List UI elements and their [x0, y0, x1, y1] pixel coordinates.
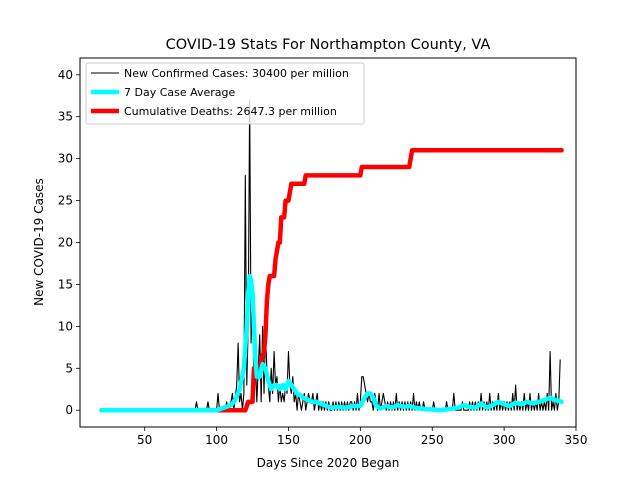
legend-box: [85, 62, 365, 125]
y-tick-label: 15: [58, 277, 73, 291]
legend: New Confirmed Cases: 30400 per million 7…: [85, 62, 365, 125]
legend-label-7day-average: 7 Day Case Average: [124, 86, 236, 99]
y-axis: 0 5 10 15 20 25 30 35 40: [58, 68, 80, 417]
x-tick-label: 100: [205, 433, 228, 447]
legend-label-cumulative-deaths: Cumulative Deaths: 2647.3 per million: [124, 105, 337, 118]
y-tick-label: 30: [58, 152, 73, 166]
y-tick-label: 25: [58, 194, 73, 208]
x-tick-label: 300: [493, 433, 516, 447]
legend-label-new-cases: New Confirmed Cases: 30400 per million: [124, 67, 349, 80]
y-tick-label: 0: [65, 403, 73, 417]
x-axis-label: Days Since 2020 Began: [257, 456, 400, 470]
y-axis-label: New COVID-19 Cases: [32, 178, 46, 306]
x-tick-label: 350: [565, 433, 588, 447]
series-7day-average: [99, 273, 564, 413]
x-tick-label: 150: [277, 433, 300, 447]
y-tick-label: 5: [65, 361, 73, 375]
y-tick-label: 10: [58, 319, 73, 333]
x-tick-label: 50: [137, 433, 152, 447]
plot-lines: [99, 99, 564, 413]
x-tick-label: 250: [421, 433, 444, 447]
x-axis: 50 100 150 200 250 300 350: [137, 427, 587, 447]
y-tick-label: 40: [58, 68, 73, 82]
chart-title: COVID-19 Stats For Northampton County, V…: [166, 37, 491, 53]
y-tick-label: 20: [58, 236, 73, 250]
y-tick-label: 35: [58, 110, 73, 124]
x-tick-label: 200: [349, 433, 372, 447]
